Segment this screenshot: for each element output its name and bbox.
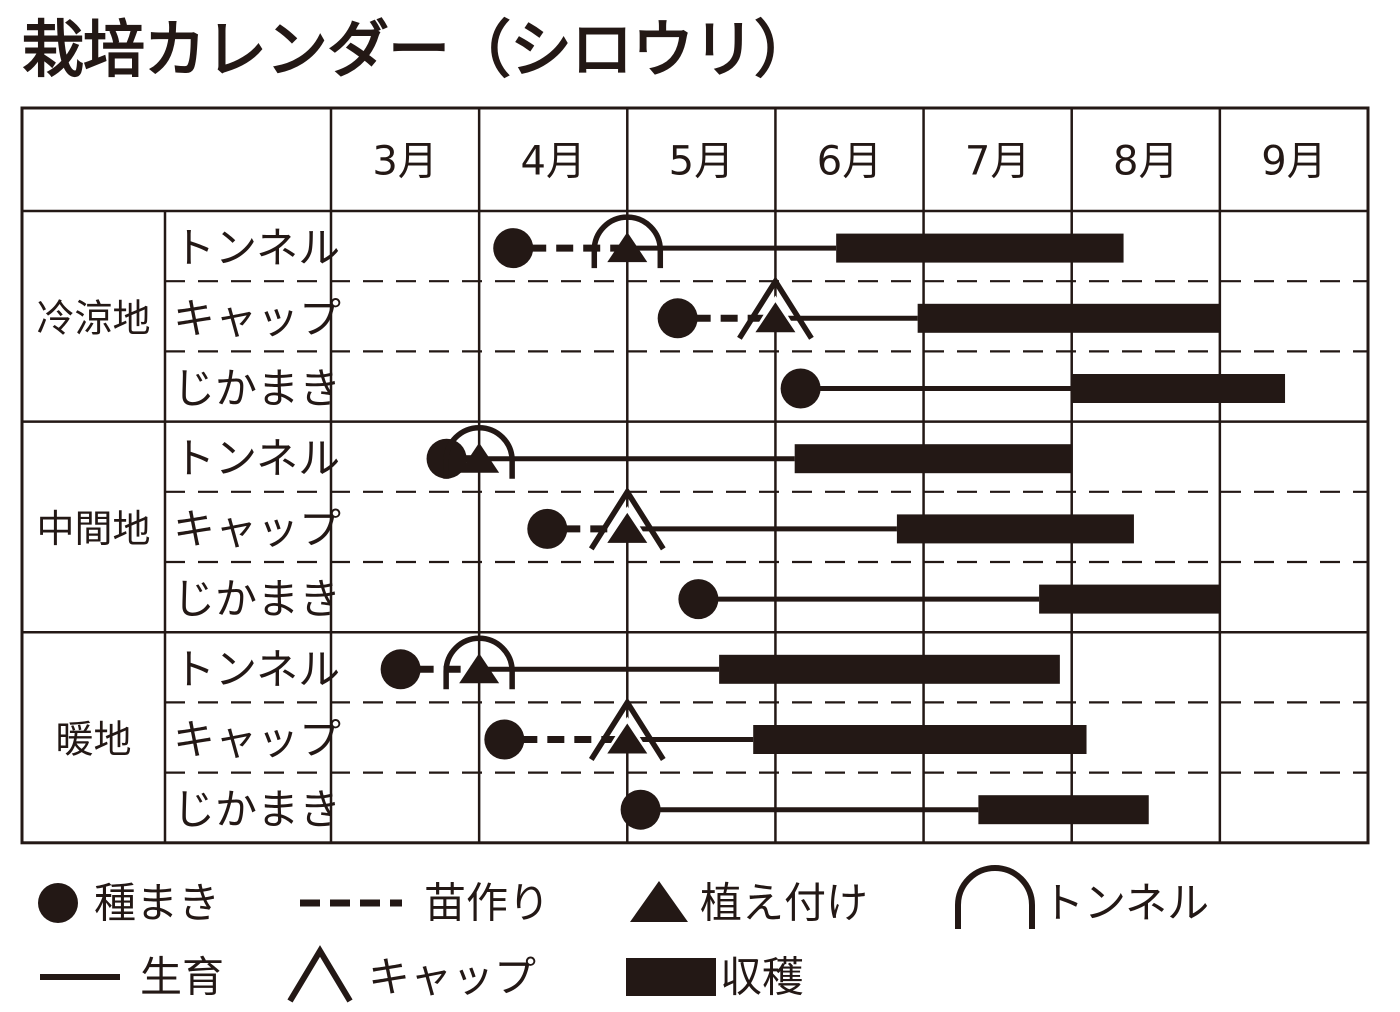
table-frame (20, 106, 1370, 845)
harvest-bar (719, 654, 1060, 684)
region-label: 中間地 (36, 507, 150, 551)
method-label: じかまき (173, 364, 341, 413)
method-label: じかまき (173, 575, 341, 624)
region-label: 暖地 (55, 718, 131, 762)
method-label: キャップ (173, 504, 341, 553)
sowing-dot (527, 508, 568, 549)
month-header: 4月 (520, 139, 585, 185)
legend-planting-label: 植え付け (700, 879, 868, 928)
month-header: 8月 (1113, 139, 1178, 185)
sowing-dot (678, 579, 719, 620)
sowing-dot (493, 228, 534, 269)
planting-triangle (459, 653, 500, 684)
cap-chevron-gap (749, 295, 802, 340)
harvest-bar (896, 514, 1134, 544)
harvest-bar (917, 303, 1220, 333)
planting-triangle (755, 302, 796, 333)
method-label: じかまき (173, 785, 341, 834)
legend-planting-triangle (630, 881, 688, 922)
planting-triangle (607, 512, 648, 543)
legend-harvest-bar (626, 958, 716, 996)
sowing-dot (38, 883, 78, 923)
method-label: トンネル (173, 224, 340, 273)
harvest-bar (978, 795, 1149, 825)
method-label: キャップ (173, 715, 341, 764)
legend-tunnel-label: トンネル (1042, 879, 1209, 928)
legend-cap-label: キャップ (368, 953, 536, 1002)
region-label: 冷涼地 (36, 296, 150, 340)
sowing-dot (484, 719, 525, 760)
cap-chevron-gap (601, 506, 653, 550)
harvest-bar (1071, 374, 1286, 403)
harvest-bar (836, 233, 1124, 263)
legend-harvest-label: 収穫 (720, 953, 804, 1002)
legend-tunnel-arc (955, 865, 1035, 929)
cap-chevron (588, 486, 666, 551)
month-header: 5月 (669, 139, 734, 185)
tunnel-arc (443, 635, 515, 690)
month-header: 7月 (965, 139, 1030, 185)
method-label: キャップ (173, 294, 341, 343)
cap-chevron (737, 276, 814, 340)
tunnel-arc (443, 424, 515, 479)
harvest-bar (753, 725, 1087, 754)
page-title: 栽培カレンダー（シロウリ） (22, 13, 816, 86)
legend-growth-label: 生育 (140, 953, 224, 1002)
month-header: 3月 (372, 139, 437, 185)
month-header: 6月 (817, 139, 882, 185)
sowing-dot (780, 368, 821, 409)
tunnel-arc (591, 214, 664, 269)
harvest-bar (794, 444, 1072, 474)
legend-nursery-label: 苗作り (424, 879, 550, 928)
legend-sowing-label: 種まき (94, 879, 220, 928)
method-label: トンネル (173, 434, 340, 483)
planting-triangle (459, 442, 500, 473)
sowing-dot (380, 649, 421, 690)
planting-triangle (607, 232, 648, 263)
month-header: 9月 (1261, 139, 1326, 185)
legend-cap-chevron (287, 945, 353, 1003)
sowing-dot (620, 789, 661, 830)
cap-chevron (588, 697, 666, 761)
sowing-dot (657, 298, 698, 339)
method-label: トンネル (173, 645, 340, 694)
harvest-bar (1039, 584, 1220, 614)
planting-triangle (607, 723, 648, 754)
cap-chevron-gap (601, 716, 653, 761)
